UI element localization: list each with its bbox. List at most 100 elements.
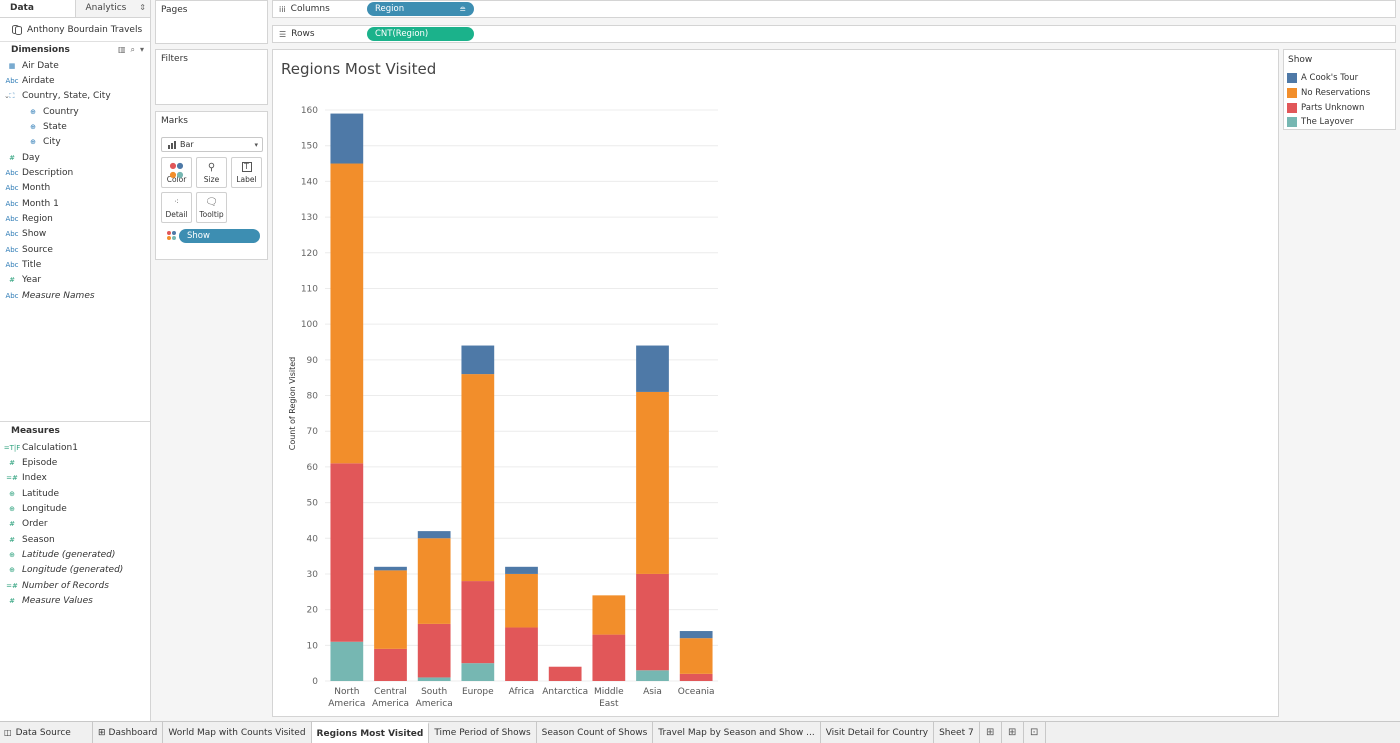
bar-segment[interactable] [548, 666, 582, 681]
field-item[interactable]: Abc Show [0, 227, 150, 242]
bar-segment[interactable] [461, 345, 495, 375]
bar-segment[interactable] [417, 531, 451, 539]
field-item[interactable]: =T|F Calculation1 [0, 440, 150, 455]
bar-segment[interactable] [330, 163, 364, 464]
sheet-tab[interactable]: Travel Map by Season and Show ... [653, 721, 821, 743]
pane-collapse-icon[interactable]: ⇕ [139, 3, 146, 12]
label-button[interactable]: T Label [231, 157, 262, 188]
bar-segment[interactable] [330, 113, 364, 164]
field-item[interactable]: ⊕ City [0, 135, 150, 150]
bar-segment[interactable] [505, 573, 538, 628]
columns-shelf[interactable]: iii Columns Region ≘ [272, 0, 1396, 18]
bar-segment[interactable] [417, 677, 451, 681]
bar-segment[interactable] [505, 627, 538, 681]
bar-segment[interactable] [461, 581, 495, 664]
bar-segment[interactable] [374, 570, 407, 649]
bar-segment[interactable] [636, 573, 669, 671]
field-item[interactable]: Abc Airdate [0, 73, 150, 88]
field-item[interactable]: # Order [0, 517, 150, 532]
chart-title[interactable]: Regions Most Visited [281, 60, 437, 78]
x-tick-label: America [416, 699, 453, 709]
field-item[interactable]: # Measure Values [0, 593, 150, 608]
field-item[interactable]: # Year [0, 273, 150, 288]
bar-segment[interactable] [374, 566, 407, 571]
tab-data[interactable]: Data [0, 0, 75, 17]
datasource-item[interactable]: Anthony Bourdain Travels [0, 18, 150, 42]
legend-item[interactable]: Parts Unknown [1284, 100, 1395, 115]
field-item[interactable]: ⊕ Longitude [0, 501, 150, 516]
bar-segment[interactable] [417, 538, 451, 624]
field-item[interactable]: Abc Description [0, 165, 150, 180]
expand-caret-icon[interactable]: ⌄ [4, 92, 10, 101]
bar-segment[interactable] [636, 391, 669, 574]
field-item[interactable]: # Day [0, 150, 150, 165]
detail-button[interactable]: ⁖ Detail [161, 192, 192, 223]
bar-segment[interactable] [636, 345, 669, 392]
tab-analytics[interactable]: Analytics ⇕ [74, 0, 150, 17]
legend-item[interactable]: A Cook's Tour [1284, 71, 1395, 86]
legend-item[interactable]: The Layover [1284, 115, 1395, 130]
bar-segment[interactable] [592, 634, 626, 681]
color-button[interactable]: ●● ●● Color [161, 157, 192, 188]
field-item[interactable]: Abc Month 1 [0, 196, 150, 211]
sheet-tab[interactable]: Sheet 7 [934, 721, 980, 743]
sheet-tab[interactable]: Regions Most Visited [311, 721, 430, 743]
new-story-icon[interactable]: ⊡ [1024, 721, 1046, 743]
bar-segment[interactable] [592, 595, 626, 635]
new-worksheet-icon[interactable]: ⊞ [980, 721, 1002, 743]
field-item[interactable]: =# Index [0, 471, 150, 486]
field-item[interactable]: # Episode [0, 455, 150, 470]
stacked-bar-chart[interactable]: 0 10 20 30 40 50 60 70 80 90 100 110 120 130 140 150 160… [273, 50, 1278, 716]
sheet-tab[interactable]: ⊞ Dashboard [93, 721, 164, 743]
rows-shelf[interactable]: ☰ Rows CNT(Region) [272, 25, 1396, 43]
field-item[interactable]: Abc Title [0, 257, 150, 272]
bar-segment[interactable] [374, 648, 407, 681]
tab-data-source[interactable]: ◫ Data Source [0, 721, 93, 743]
sort-icon[interactable]: ≘ [459, 4, 466, 14]
show-color-pill[interactable]: Show [179, 229, 260, 243]
bar-segment[interactable] [636, 670, 669, 681]
field-item[interactable]: ⊕ Latitude (generated) [0, 547, 150, 562]
field-item[interactable]: ⊕ Longitude (generated) [0, 563, 150, 578]
region-column-pill[interactable]: Region ≘ [367, 2, 474, 16]
bar-segment[interactable] [461, 374, 495, 582]
field-item[interactable]: =# Number of Records [0, 578, 150, 593]
mark-type-dropdown[interactable]: Bar ▾ [161, 137, 263, 152]
bar-segment[interactable] [679, 673, 713, 681]
field-item[interactable]: ⊕ Latitude [0, 486, 150, 501]
pane-divider[interactable] [0, 421, 150, 422]
search-icon[interactable]: ⌕ [130, 45, 135, 54]
sheet-tab[interactable]: World Map with Counts Visited [163, 721, 312, 743]
pages-shelf[interactable]: Pages [155, 0, 268, 44]
field-label: State [43, 122, 67, 133]
tooltip-button[interactable]: 🗨 Tooltip [196, 192, 227, 223]
bar-segment[interactable] [679, 638, 713, 674]
field-item[interactable]: Abc Measure Names [0, 288, 150, 303]
bar-segment[interactable] [330, 463, 364, 642]
bar-segment[interactable] [505, 566, 538, 574]
sheet-tab[interactable]: Season Count of Shows [537, 721, 654, 743]
cnt-region-row-pill[interactable]: CNT(Region) [367, 27, 474, 41]
bar-segment[interactable] [679, 631, 713, 639]
filters-shelf[interactable]: Filters [155, 49, 268, 105]
field-item[interactable]: Abc Source [0, 242, 150, 257]
field-item[interactable]: # Season [0, 532, 150, 547]
bar-segment[interactable] [417, 623, 451, 678]
view-toggle-icon[interactable]: ▥ [117, 45, 126, 54]
new-dashboard-icon[interactable]: ⊞ [1002, 721, 1024, 743]
legend-item[interactable]: No Reservations [1284, 86, 1395, 101]
field-item[interactable]: Abc Month [0, 181, 150, 196]
field-item[interactable]: ⊕ State [0, 119, 150, 134]
field-item[interactable]: ▦ Air Date [0, 58, 150, 73]
bar-segment[interactable] [330, 641, 364, 681]
sheet-tab[interactable]: Visit Detail for Country [821, 721, 935, 743]
chart-area[interactable]: Regions Most Visited 0 10 20 30 40 50 60 70 80 90… [272, 49, 1279, 717]
sheet-tab-label: World Map with Counts Visited [168, 727, 306, 738]
chevron-down-icon[interactable]: ▾ [139, 45, 144, 54]
field-item[interactable]: Abc Region [0, 211, 150, 226]
field-item[interactable]: ⌄ ⛶ Country, State, City [0, 89, 150, 104]
bar-segment[interactable] [461, 663, 495, 681]
sheet-tab[interactable]: Time Period of Shows [429, 721, 537, 743]
size-button[interactable]: ⚲ Size [196, 157, 227, 188]
field-item[interactable]: ⊕ Country [0, 104, 150, 119]
